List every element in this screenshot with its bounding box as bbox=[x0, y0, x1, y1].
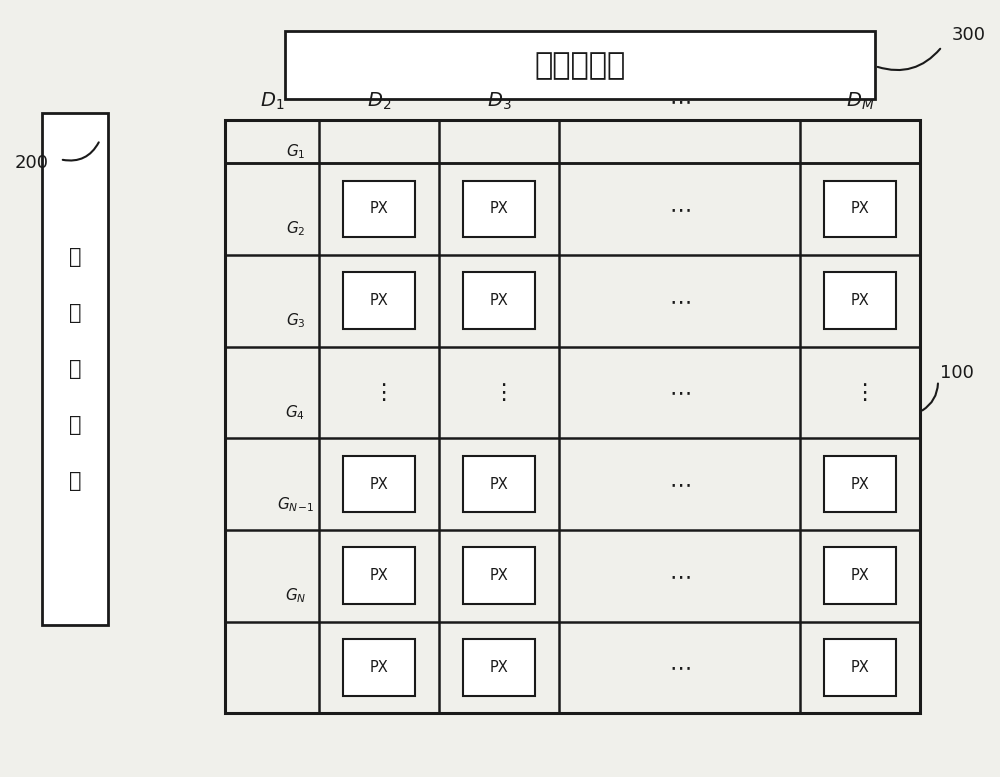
Text: 器: 器 bbox=[69, 471, 81, 491]
Text: 描: 描 bbox=[69, 303, 81, 323]
Text: $\cdots$: $\cdots$ bbox=[669, 382, 690, 402]
Text: PX: PX bbox=[370, 660, 388, 675]
Text: PX: PX bbox=[851, 660, 869, 675]
Text: PX: PX bbox=[490, 293, 509, 308]
Text: $G_1$: $G_1$ bbox=[286, 142, 305, 161]
Text: PX: PX bbox=[490, 568, 509, 584]
Bar bbox=[285, 31, 875, 99]
Text: $D_2$: $D_2$ bbox=[367, 90, 391, 112]
Text: $\cdots$: $\cdots$ bbox=[669, 91, 690, 111]
Text: 驱: 驱 bbox=[69, 359, 81, 379]
Text: PX: PX bbox=[851, 293, 869, 308]
Text: PX: PX bbox=[490, 201, 509, 217]
FancyArrowPatch shape bbox=[878, 49, 940, 70]
Text: $G_2$: $G_2$ bbox=[286, 220, 305, 239]
Bar bbox=[463, 180, 535, 238]
Bar bbox=[343, 547, 415, 605]
FancyArrowPatch shape bbox=[922, 384, 938, 410]
Bar bbox=[824, 547, 896, 605]
Bar bbox=[463, 272, 535, 329]
Text: 200: 200 bbox=[15, 154, 49, 172]
Bar bbox=[824, 272, 896, 329]
Text: $\cdots$: $\cdots$ bbox=[669, 657, 690, 678]
Text: PX: PX bbox=[851, 201, 869, 217]
Text: $\cdots$: $\cdots$ bbox=[669, 474, 690, 494]
Text: $\cdots$: $\cdots$ bbox=[669, 199, 690, 219]
Bar bbox=[343, 180, 415, 238]
Text: $\vdots$: $\vdots$ bbox=[492, 382, 506, 403]
Text: 300: 300 bbox=[952, 26, 986, 44]
Text: PX: PX bbox=[490, 660, 509, 675]
Text: $G_{N\!-\!1}$: $G_{N\!-\!1}$ bbox=[277, 495, 314, 514]
Bar bbox=[463, 639, 535, 696]
Bar bbox=[343, 455, 415, 513]
Text: $D_1$: $D_1$ bbox=[260, 90, 284, 112]
Text: $G_4$: $G_4$ bbox=[285, 403, 305, 422]
Text: 100: 100 bbox=[940, 364, 974, 382]
Text: PX: PX bbox=[370, 201, 388, 217]
Text: $D_M$: $D_M$ bbox=[846, 90, 874, 112]
Text: $\vdots$: $\vdots$ bbox=[372, 382, 386, 403]
Bar bbox=[824, 455, 896, 513]
Bar bbox=[42, 113, 108, 625]
Text: PX: PX bbox=[370, 568, 388, 584]
Text: 扫: 扫 bbox=[69, 247, 81, 267]
Text: PX: PX bbox=[370, 476, 388, 492]
Text: $\vdots$: $\vdots$ bbox=[853, 382, 867, 403]
Bar bbox=[824, 639, 896, 696]
Text: PX: PX bbox=[490, 476, 509, 492]
Text: $D_3$: $D_3$ bbox=[487, 90, 511, 112]
Bar bbox=[225, 120, 920, 713]
Text: $\cdots$: $\cdots$ bbox=[669, 291, 690, 311]
Bar bbox=[824, 180, 896, 238]
Text: $G_3$: $G_3$ bbox=[286, 312, 305, 330]
FancyArrowPatch shape bbox=[63, 142, 99, 161]
Bar bbox=[343, 639, 415, 696]
Text: 数据驱动器: 数据驱动器 bbox=[534, 51, 626, 80]
Text: $\cdots$: $\cdots$ bbox=[669, 566, 690, 586]
Text: 动: 动 bbox=[69, 415, 81, 435]
Bar bbox=[343, 272, 415, 329]
Text: PX: PX bbox=[851, 568, 869, 584]
Text: PX: PX bbox=[851, 476, 869, 492]
Text: $G_N$: $G_N$ bbox=[285, 587, 306, 605]
Bar bbox=[463, 455, 535, 513]
Bar bbox=[463, 547, 535, 605]
Text: PX: PX bbox=[370, 293, 388, 308]
